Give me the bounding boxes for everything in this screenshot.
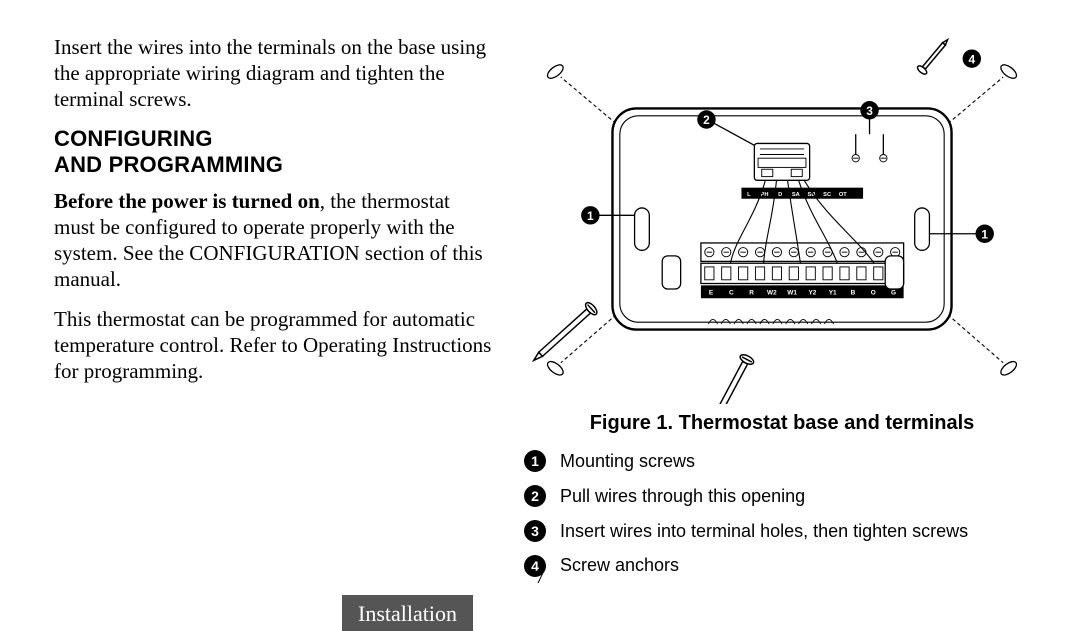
legend-item: 3 Insert wires into terminal holes, then… [524, 517, 1040, 546]
callout-1-left: 1 [587, 209, 594, 223]
text-column: Insert the wires into the terminals on t… [54, 34, 494, 631]
legend-text: Insert wires into terminal holes, then t… [560, 517, 968, 546]
heading-line-2: AND PROGRAMMING [54, 152, 283, 177]
callout-2: 2 [703, 113, 710, 127]
svg-text:Y1: Y1 [829, 290, 837, 297]
diagram-svg: 4 [524, 34, 1040, 404]
page: Insert the wires into the terminals on t… [0, 0, 1080, 631]
legend-item: 2 Pull wires through this opening [524, 482, 1040, 511]
svg-text:Y2: Y2 [808, 290, 816, 297]
bold-lead: Before the power is turned on [54, 189, 320, 213]
heading-line-1: CONFIGURING [54, 126, 213, 151]
config-paragraph: Before the power is turned on, the therm… [54, 188, 494, 292]
svg-text:O: O [871, 290, 876, 297]
legend-text: Mounting screws [560, 447, 695, 476]
intro-paragraph: Insert the wires into the terminals on t… [54, 34, 494, 112]
legend-item: 1 Mounting screws [524, 447, 1040, 476]
figure-caption: Figure 1. Thermostat base and terminals [524, 412, 1040, 435]
thermostat-diagram: 4 [524, 34, 1040, 404]
svg-text:E: E [709, 290, 714, 297]
legend-number: 3 [524, 520, 546, 542]
section-tab: Installation [342, 595, 473, 631]
svg-text:L: L [747, 192, 751, 198]
svg-text:W1: W1 [787, 290, 797, 297]
legend-number: 2 [524, 485, 546, 507]
section-heading: CONFIGURING AND PROGRAMMING [54, 126, 494, 178]
svg-text:R: R [749, 290, 754, 297]
figure-column: 4 [494, 34, 1040, 631]
page-number: 7 [0, 567, 1080, 589]
svg-text:G: G [891, 290, 896, 297]
callout-3: 3 [866, 104, 873, 118]
svg-text:W2: W2 [767, 290, 777, 297]
svg-text:OT: OT [839, 192, 847, 198]
svg-text:C: C [729, 290, 734, 297]
callout-1-right: 1 [981, 227, 988, 241]
svg-text:SA: SA [792, 192, 800, 198]
svg-text:D: D [778, 192, 782, 198]
svg-text:SC: SC [823, 192, 831, 198]
legend-number: 1 [524, 450, 546, 472]
callout-4: 4 [968, 52, 975, 66]
legend-text: Pull wires through this opening [560, 482, 805, 511]
svg-text:B: B [851, 290, 856, 297]
figure-legend: 1 Mounting screws 2 Pull wires through t… [524, 447, 1040, 580]
programming-paragraph: This thermostat can be programmed for au… [54, 306, 494, 384]
